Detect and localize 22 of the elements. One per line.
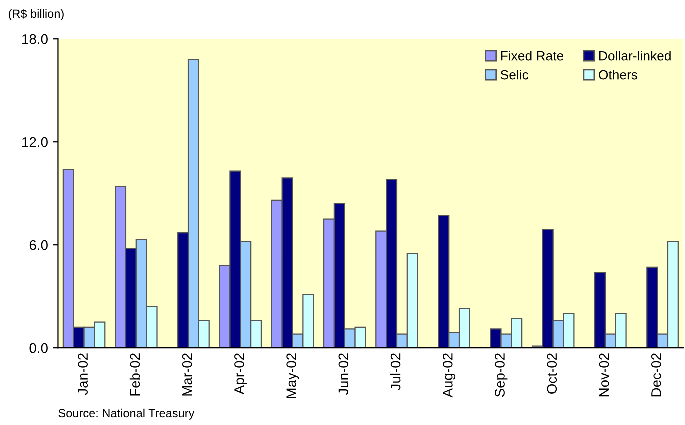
y-tick-label: 12.0 (22, 137, 48, 148)
source-note: Source: National Treasury (58, 408, 195, 420)
x-tick-label: Jul-02 (390, 354, 401, 391)
legend-label: Fixed Rate (501, 51, 564, 61)
y-tick-label: 18.0 (22, 34, 48, 44)
y-tick-label: 6.0 (30, 240, 48, 250)
x-tick-label: Nov-02 (599, 354, 610, 397)
x-tick-label: Feb-02 (130, 354, 140, 396)
x-tick-label: Sep-02 (495, 354, 508, 398)
y-tick-label: 0.0 (30, 343, 48, 354)
legend-label: Dollar-linked (600, 51, 671, 61)
x-tick-label: Dec-02 (651, 354, 662, 397)
x-tick-label: Aug-02 (442, 354, 456, 398)
x-tick-label: Jan-02 (78, 354, 88, 396)
x-tick-label: Mar-02 (182, 354, 192, 396)
legend-label: Selic (500, 70, 529, 80)
x-tick-label: Apr-02 (234, 354, 248, 395)
x-tick-label: Oct-02 (547, 354, 558, 394)
x-tick-label: May-02 (286, 354, 300, 398)
y-axis-title: (R$ billion) (8, 9, 64, 20)
legend-label: Others (599, 70, 638, 80)
x-tick-label: Jun-02 (338, 354, 349, 396)
